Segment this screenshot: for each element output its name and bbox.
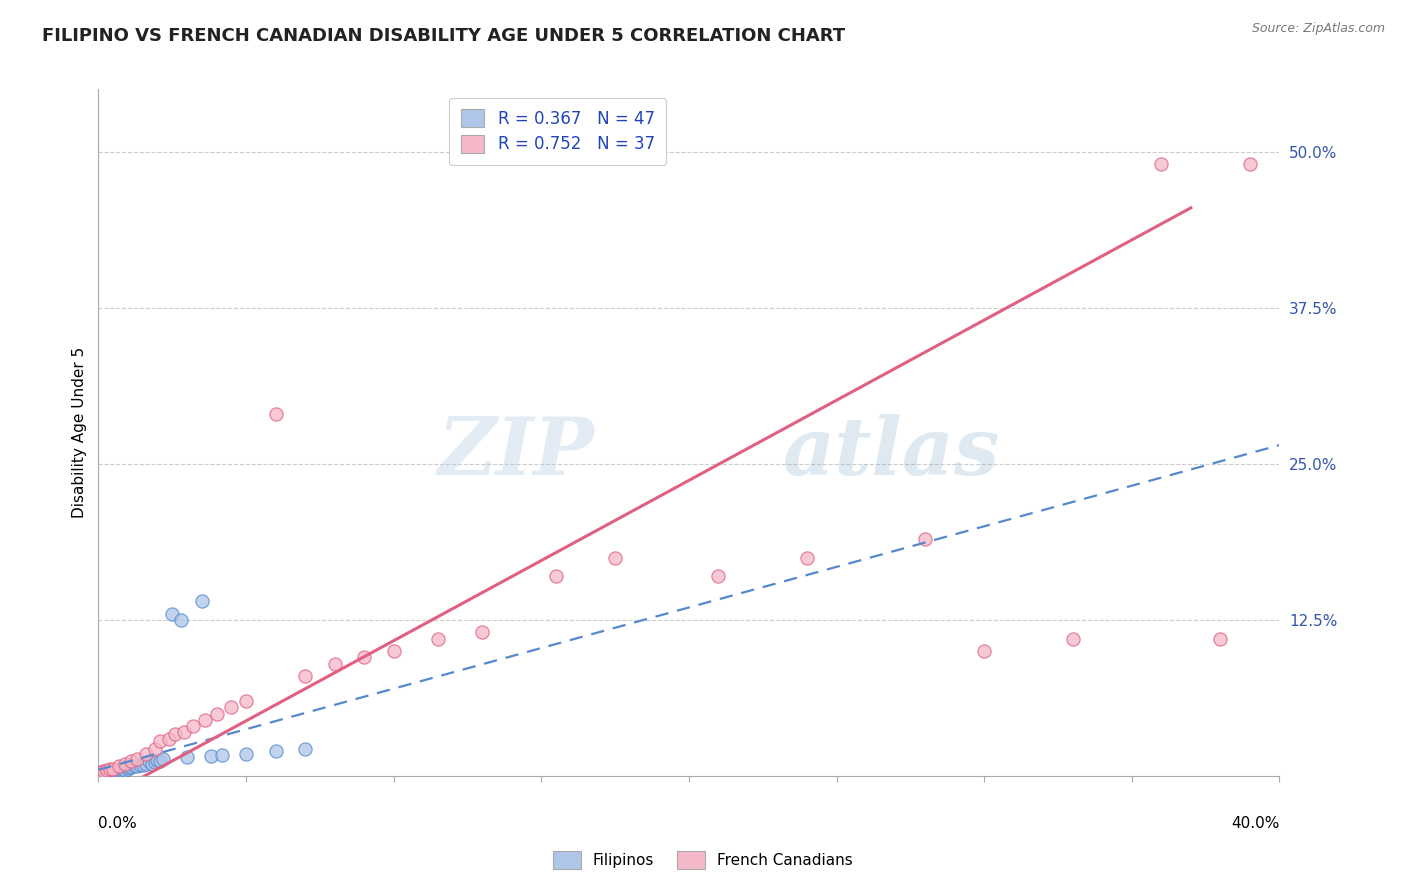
Point — [90, 768, 112, 782]
Point — [294, 669, 316, 683]
Point — [707, 569, 730, 583]
Point — [146, 753, 169, 767]
Point — [132, 757, 155, 772]
Point — [98, 765, 121, 780]
Point — [141, 756, 163, 771]
Point — [93, 768, 115, 782]
Point — [471, 625, 494, 640]
Point — [353, 650, 375, 665]
Point — [264, 744, 287, 758]
Point — [90, 765, 112, 780]
Point — [125, 751, 148, 765]
Point — [165, 726, 187, 740]
Point — [211, 747, 233, 762]
Point — [170, 613, 193, 627]
Point — [98, 764, 121, 778]
Point — [111, 764, 134, 778]
Point — [103, 762, 125, 776]
Point — [1209, 632, 1232, 646]
Point — [93, 764, 115, 778]
Point — [105, 766, 128, 780]
Point — [191, 594, 214, 608]
Point — [135, 756, 157, 771]
Point — [120, 760, 142, 774]
Point — [796, 550, 818, 565]
Point — [149, 734, 172, 748]
Point — [96, 766, 118, 780]
Point — [90, 766, 112, 780]
Point — [114, 756, 136, 771]
Point — [1239, 157, 1261, 171]
Point — [108, 763, 131, 777]
Point — [96, 763, 118, 777]
Point — [152, 751, 174, 765]
Point — [108, 759, 131, 773]
Point — [138, 754, 160, 768]
Point — [323, 657, 346, 671]
Point — [103, 768, 125, 782]
Point — [143, 756, 166, 770]
Point — [157, 731, 180, 746]
Point — [162, 607, 183, 621]
Point — [93, 765, 115, 780]
Point — [93, 764, 115, 778]
Point — [120, 754, 142, 768]
Text: 0.0%: 0.0% — [98, 816, 138, 830]
Point — [1062, 632, 1084, 646]
Point — [128, 757, 150, 772]
Point — [135, 747, 157, 761]
Point — [264, 407, 287, 421]
Point — [181, 719, 204, 733]
Point — [605, 550, 627, 565]
Point — [546, 569, 568, 583]
Point — [117, 762, 139, 776]
Point — [973, 644, 995, 658]
Point — [111, 762, 134, 776]
Point — [125, 759, 148, 773]
Point — [173, 725, 195, 739]
Point — [108, 765, 131, 780]
Point — [294, 741, 316, 756]
Point — [90, 765, 112, 780]
Text: ZIP: ZIP — [437, 415, 595, 492]
Point — [219, 700, 242, 714]
Point — [194, 713, 217, 727]
Point — [235, 747, 257, 761]
Point — [143, 741, 166, 756]
Point — [96, 765, 118, 780]
Point — [205, 706, 228, 721]
Point — [103, 766, 125, 780]
Point — [382, 644, 405, 658]
Point — [1150, 157, 1173, 171]
Point — [98, 762, 121, 776]
Text: 40.0%: 40.0% — [1232, 816, 1279, 830]
Legend: R = 0.367   N = 47, R = 0.752   N = 37: R = 0.367 N = 47, R = 0.752 N = 37 — [450, 97, 666, 165]
Point — [93, 766, 115, 780]
Text: Source: ZipAtlas.com: Source: ZipAtlas.com — [1251, 22, 1385, 36]
Point — [98, 766, 121, 780]
Point — [96, 768, 118, 782]
Point — [105, 764, 128, 778]
Y-axis label: Disability Age Under 5: Disability Age Under 5 — [72, 347, 87, 518]
Point — [200, 749, 222, 764]
Legend: Filipinos, French Canadians: Filipinos, French Canadians — [547, 845, 859, 875]
Point — [117, 760, 139, 774]
Point — [235, 694, 257, 708]
Point — [122, 759, 145, 773]
Point — [149, 754, 172, 768]
Point — [176, 750, 198, 764]
Point — [114, 763, 136, 777]
Point — [103, 764, 125, 778]
Point — [103, 765, 125, 780]
Text: atlas: atlas — [783, 415, 1001, 492]
Text: FILIPINO VS FRENCH CANADIAN DISABILITY AGE UNDER 5 CORRELATION CHART: FILIPINO VS FRENCH CANADIAN DISABILITY A… — [42, 27, 845, 45]
Point — [914, 532, 936, 546]
Point — [427, 632, 450, 646]
